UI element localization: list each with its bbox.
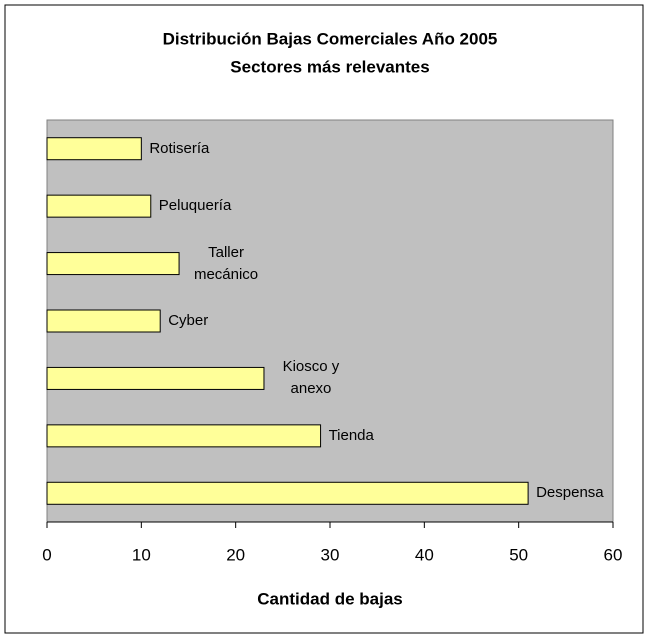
bar — [46, 424, 322, 448]
bar — [46, 366, 265, 390]
bar — [46, 252, 180, 276]
chart-subtitle: Sectores más relevantes — [230, 57, 429, 76]
x-tick-label: 0 — [42, 545, 51, 564]
x-tick-label: 60 — [604, 545, 623, 564]
x-tick-label: 10 — [132, 545, 151, 564]
bar-label: Rotisería — [149, 139, 210, 157]
bar-label: Taller mecánico — [193, 243, 259, 283]
x-tick-label: 40 — [415, 545, 434, 564]
x-tick-label: 50 — [509, 545, 528, 564]
x-axis-label: Cantidad de bajas — [257, 589, 402, 608]
x-tick-label: 30 — [321, 545, 340, 564]
chart-title: Distribución Bajas Comerciales Año 2005 — [163, 29, 498, 48]
bar — [46, 481, 529, 505]
bar — [46, 194, 152, 218]
bar-label: Peluquería — [158, 197, 232, 215]
bar-label: Tienda — [328, 426, 374, 444]
bar-label: Cyber — [168, 312, 209, 329]
bar — [46, 309, 161, 333]
bar-label: Despensa — [536, 484, 604, 502]
bar — [46, 137, 142, 161]
x-tick-label: 20 — [226, 545, 245, 564]
bar-label: Kiosco y anexo — [282, 358, 340, 398]
